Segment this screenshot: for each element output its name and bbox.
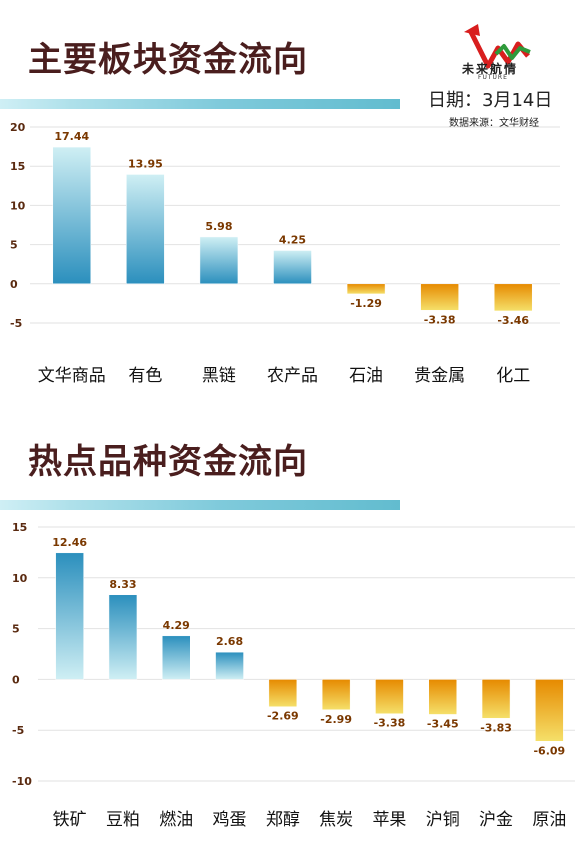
- y-tick-label: 10: [10, 199, 26, 212]
- category-label: 豆粕: [106, 810, 140, 830]
- category-label: 铁矿: [53, 810, 87, 830]
- category-label: 石油: [349, 366, 383, 386]
- bar-黑链: [199, 236, 239, 285]
- data-label: -3.45: [427, 717, 459, 730]
- bar-原油: [535, 679, 564, 742]
- category-label: 燃油: [159, 810, 193, 830]
- bar-焦炭: [321, 679, 351, 711]
- category-label: 原油: [532, 810, 566, 830]
- bar-沪金: [481, 679, 511, 719]
- variety-chart-title: 热点品种资金流向: [28, 442, 308, 482]
- y-tick-label: 0: [10, 278, 18, 291]
- bar-文华商品: [52, 146, 92, 285]
- sector-chart-title: 主要板块资金流向: [28, 40, 308, 80]
- data-label: 4.29: [163, 619, 190, 632]
- category-label: 化工: [496, 366, 530, 386]
- y-tick-label: -5: [12, 724, 24, 737]
- bar-化工: [493, 283, 533, 312]
- data-label: 12.46: [52, 536, 87, 549]
- bar-豆粕: [108, 594, 138, 680]
- bar-苹果: [375, 679, 404, 714]
- category-label: 鸡蛋: [213, 810, 247, 830]
- data-label: 8.33: [109, 578, 136, 591]
- bar-鸡蛋: [215, 651, 244, 680]
- data-label: -3.46: [497, 314, 529, 327]
- title-underline-stripe-2: [0, 500, 400, 510]
- data-label: 17.44: [54, 130, 89, 143]
- bar-农产品: [273, 250, 312, 285]
- y-tick-label: 5: [10, 239, 18, 252]
- category-label: 沪金: [479, 810, 513, 830]
- report-date: 日期：3月14日: [428, 90, 553, 111]
- bar-有色: [126, 174, 165, 285]
- category-label: 苹果: [372, 810, 406, 830]
- y-tick-label: 5: [12, 623, 20, 636]
- data-label: -3.83: [480, 721, 512, 734]
- category-label: 文华商品: [38, 366, 106, 386]
- data-label: -1.29: [350, 297, 382, 310]
- data-label: -3.38: [424, 313, 456, 326]
- logo-subtext: FUTURE: [478, 74, 508, 81]
- future-logo-icon: [464, 24, 531, 69]
- data-label: 2.68: [216, 635, 243, 648]
- logo-text: 未来航情: [462, 62, 519, 76]
- category-label: 郑醇: [266, 810, 300, 830]
- data-source: 数据来源：文华财经: [449, 118, 539, 129]
- data-label: -3.38: [374, 717, 406, 730]
- category-label: 焦炭: [319, 810, 353, 830]
- bar-贵金属: [420, 283, 459, 311]
- category-label: 沪铜: [426, 810, 460, 830]
- bar-燃油: [162, 635, 191, 680]
- data-label: 13.95: [128, 157, 163, 170]
- bar-铁矿: [55, 552, 84, 680]
- data-label: -6.09: [533, 744, 565, 757]
- y-tick-label: 20: [10, 121, 26, 134]
- category-label: 贵金属: [414, 366, 465, 386]
- bar-沪铜: [428, 679, 457, 715]
- y-tick-label: 10: [12, 572, 28, 585]
- sector-fund-flow-chart: 20 15 10 5 0 -5 17.44 文华商品 13.95 有色 5.98 黑链 4.25 农产品 -…: [10, 121, 560, 386]
- y-tick-label: 15: [10, 160, 25, 173]
- bar-郑醇: [268, 679, 298, 707]
- category-label: 黑链: [202, 366, 236, 386]
- title-underline-stripe: [0, 99, 400, 109]
- data-label: 5.98: [205, 220, 232, 233]
- y-tick-label: 15: [12, 521, 27, 534]
- data-label: -2.69: [267, 710, 299, 723]
- y-tick-label: 0: [12, 673, 20, 686]
- data-label: 4.25: [279, 233, 306, 246]
- y-tick-label: -10: [12, 775, 32, 788]
- bar-石油: [346, 283, 386, 295]
- data-label: -2.99: [320, 713, 352, 726]
- category-label: 农产品: [267, 366, 318, 386]
- y-tick-label: -5: [10, 317, 22, 330]
- category-label: 有色: [128, 366, 162, 386]
